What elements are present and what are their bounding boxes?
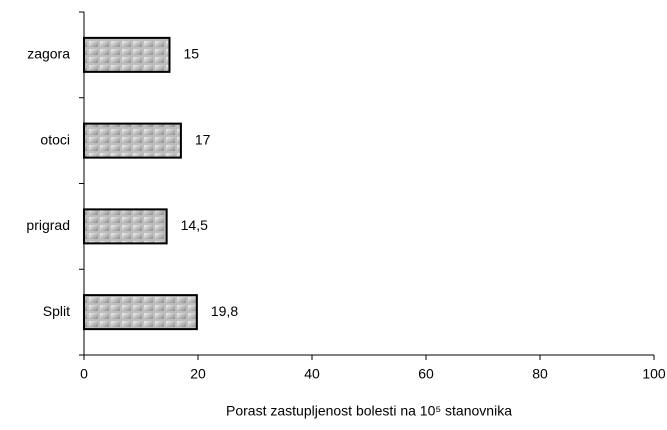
value-label: 15 bbox=[184, 46, 200, 62]
bar bbox=[83, 36, 171, 73]
bar bbox=[83, 294, 198, 331]
x-tick-label: 60 bbox=[418, 366, 434, 382]
y-tick-label: otoci bbox=[40, 131, 70, 147]
value-label: 17 bbox=[195, 131, 211, 147]
x-tick-label: 20 bbox=[190, 366, 206, 382]
y-tick-label: zagora bbox=[27, 46, 70, 62]
y-tick-label: Split bbox=[43, 303, 70, 319]
x-tick-label: 100 bbox=[642, 366, 666, 382]
bar bbox=[83, 122, 182, 159]
value-label: 14,5 bbox=[181, 217, 208, 233]
x-tick-label: 0 bbox=[80, 366, 88, 382]
value-label: 19,8 bbox=[211, 303, 238, 319]
x-axis-title: Porast zastupljenost bolesti na 10⁵ stan… bbox=[226, 403, 512, 419]
bar bbox=[83, 208, 168, 245]
x-tick-label: 40 bbox=[304, 366, 320, 382]
y-tick-label: prigrad bbox=[26, 217, 70, 233]
x-tick-label: 80 bbox=[532, 366, 548, 382]
